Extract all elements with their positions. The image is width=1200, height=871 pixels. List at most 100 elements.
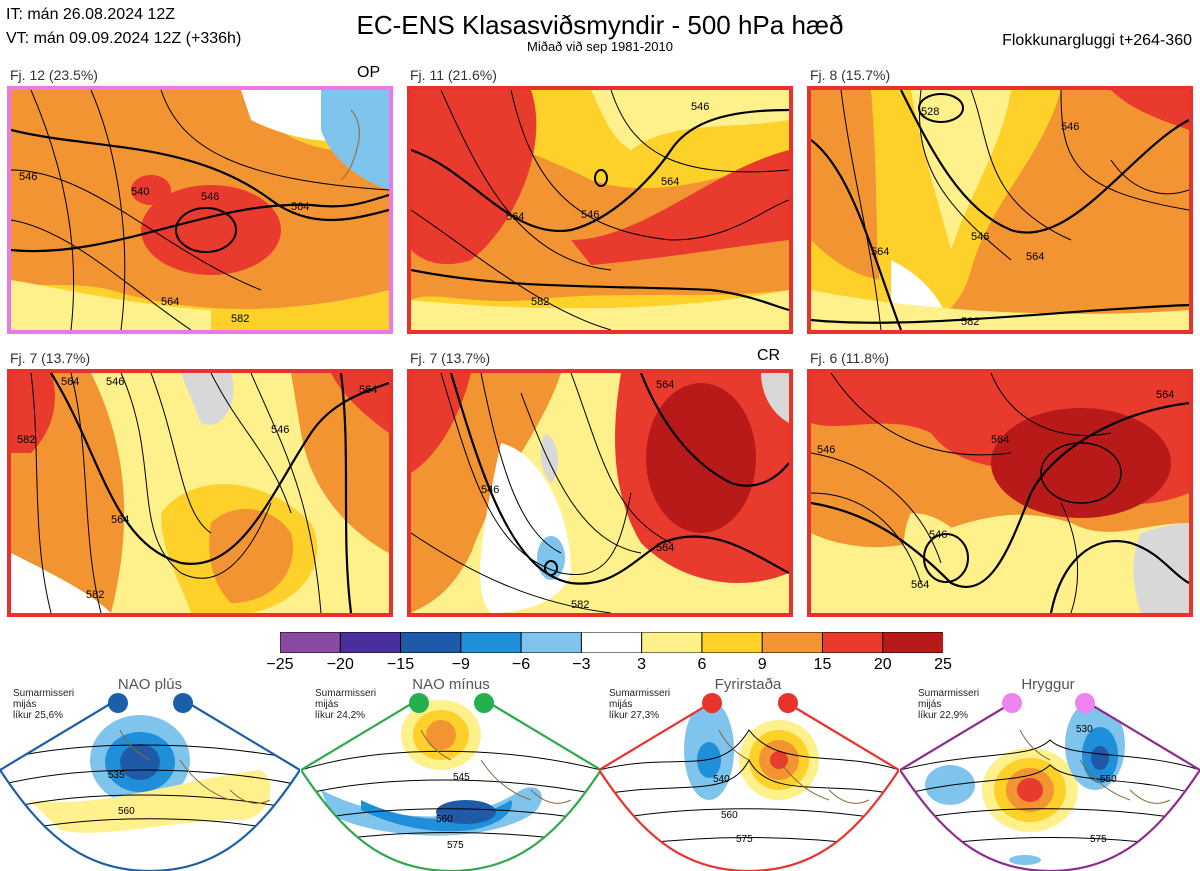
- regime-4-dot: [1075, 693, 1095, 713]
- panel-1-contour-label: 564: [291, 201, 309, 213]
- window-label: Flokkunargluggi t+264-360: [1002, 32, 1192, 49]
- colorbar-tick-label: −6: [511, 656, 531, 673]
- regime-3-info-1: Sumarmisseri: [609, 688, 671, 699]
- cluster-map-3: 528 546 546 564 564 582: [807, 86, 1193, 334]
- panel-6-contour-label: 546: [929, 529, 947, 541]
- regime-4-info-2: mijás: [918, 699, 942, 710]
- colorbar-tick-label: 15: [813, 656, 832, 673]
- colorbar-swatch: [701, 631, 764, 654]
- regime-1-map: 535 560: [0, 693, 300, 871]
- regime-2-dot: [474, 693, 494, 713]
- colorbar-tick-label: 20: [873, 656, 892, 673]
- regime-2-map: 545 560 575: [301, 693, 601, 871]
- colorbar-swatches: [279, 631, 944, 654]
- cluster-map-5: 546 564 564 582: [407, 369, 793, 617]
- panel-1-label: Fj. 12 (23.5%): [10, 67, 98, 83]
- regime-3-contour: 560: [721, 810, 738, 821]
- colorbar-tick-label: 6: [697, 656, 707, 673]
- panel-4-contour-label: 564: [111, 514, 129, 526]
- regime-2-dot: [409, 693, 429, 713]
- regime-3-contour: 540: [713, 774, 730, 785]
- cluster-map-4: 564 546 564 582 546 564 582: [7, 369, 393, 617]
- regime-2-info-2: mijás: [315, 699, 339, 710]
- colorbar-swatch: [400, 631, 462, 654]
- regime-4-map: 530 550 575: [900, 693, 1200, 871]
- panel-3-contour-label: 564: [871, 246, 889, 258]
- regimes: Sumarmisseri mijás líkur 25,6% NAO plús …: [0, 672, 1200, 871]
- panel-3-contour-label: 546: [1061, 121, 1079, 133]
- regime-4-dot: [1002, 693, 1022, 713]
- panel-3-contour-label: 528: [921, 106, 939, 118]
- regime-4-info-3: líkur 22,9%: [918, 710, 969, 721]
- regime-1-contour: 535: [108, 770, 125, 781]
- panel-4-contour-label: 582: [17, 434, 35, 446]
- panel-4-contour-label: 564: [359, 384, 377, 396]
- init-time: IT: mán 26.08.2024 12Z: [6, 6, 175, 23]
- panel-5-label: Fj. 7 (13.7%): [410, 350, 491, 366]
- panel-2-contour-label: 546: [691, 101, 709, 113]
- regime-3-dot: [702, 693, 722, 713]
- regime-4-contour: 575: [1090, 834, 1107, 845]
- valid-time: VT: mán 09.09.2024 12Z (+336h): [6, 30, 242, 47]
- regime-4-contour: 550: [1100, 774, 1117, 785]
- colorbar-swatch: [580, 631, 643, 654]
- panel-2-label: Fj. 11 (21.6%): [410, 67, 497, 83]
- panel-6-contour-label: 564: [1156, 389, 1174, 401]
- panel-6-contour-label: 564: [911, 579, 929, 591]
- colorbar-tick-label: 3: [637, 656, 647, 673]
- panel-5-contour-label: 564: [656, 542, 674, 554]
- regime-4-title: Hryggur: [1021, 676, 1075, 693]
- cluster-map-6: 564 546 564 546 564: [807, 369, 1193, 617]
- regime-1-dot: [108, 693, 128, 713]
- panel-3-contour-label: 564: [1026, 251, 1044, 263]
- regime-2-title: NAO mínus: [412, 676, 490, 693]
- regime-2-contour: 545: [453, 772, 470, 783]
- panel-1-tag: OP: [357, 64, 381, 81]
- colorbar-tick-label: −20: [326, 656, 354, 673]
- colorbar-swatch: [279, 631, 342, 654]
- colorbar-swatch: [520, 631, 583, 654]
- page-title: EC-ENS Klasasviðsmyndir - 500 hPa hæð: [356, 10, 844, 40]
- colorbar-swatch: [761, 631, 824, 654]
- panel-2-contour-label: 546: [581, 209, 599, 221]
- colorbar-tick-label: −3: [572, 656, 591, 673]
- page-subtitle: Miðað við sep 1981-2010: [527, 39, 673, 54]
- panel-4-contour-label: 546: [271, 424, 289, 436]
- regime-3-map: 540 560 575: [599, 693, 899, 871]
- regime-1-title: NAO plús: [117, 676, 183, 693]
- panel-4-contour-label: 546: [106, 376, 124, 388]
- regime-4-contour: 530: [1076, 724, 1093, 735]
- colorbar-tick-label: −15: [386, 656, 415, 673]
- panel-3-label: Fj. 8 (15.7%): [810, 67, 891, 83]
- regime-3-title: Fyrirstaða: [714, 676, 782, 693]
- regime-1-contour: 560: [118, 806, 135, 817]
- regime-3-info-2: mijás: [609, 699, 633, 710]
- regime-2-contour: 560: [436, 814, 453, 825]
- regime-1-info-1: Sumarmisseri: [13, 688, 75, 699]
- colorbar-tick-label: −25: [266, 656, 294, 673]
- regime-1-info-3: líkur 25,6%: [13, 710, 64, 721]
- colorbar-swatch: [882, 631, 944, 654]
- colorbar-tick-label: 9: [757, 656, 767, 673]
- panel-1-contour-label: 546: [19, 171, 37, 183]
- panel-4-contour-label: 564: [61, 376, 79, 388]
- colorbar-swatch: [339, 631, 402, 654]
- regime-1-dot: [173, 693, 193, 713]
- regime-4-info-1: Sumarmisseri: [918, 688, 980, 699]
- regime-2-contour: 575: [447, 840, 464, 851]
- panel-5-tag: CR: [757, 347, 781, 364]
- panel-1-contour-label: 540: [131, 186, 149, 198]
- colorbar-swatch: [821, 631, 884, 654]
- panel-1-contour-label: 582: [231, 313, 249, 325]
- regime-3-contour: 575: [736, 834, 753, 845]
- colorbar-tick-label: 25: [934, 656, 952, 673]
- regime-3-info-3: líkur 27,3%: [609, 710, 660, 721]
- panel-6-contour-label: 546: [817, 444, 835, 456]
- regime-3-dot: [778, 693, 798, 713]
- regime-1-info-2: mijás: [13, 699, 37, 710]
- panel-1-contour-label: 546: [201, 191, 219, 203]
- colorbar-swatch: [641, 631, 703, 654]
- panel-3-contour-label: 546: [971, 231, 989, 243]
- panel-2-contour-label: 582: [531, 296, 549, 308]
- panel-1-contour-label: 564: [161, 296, 179, 308]
